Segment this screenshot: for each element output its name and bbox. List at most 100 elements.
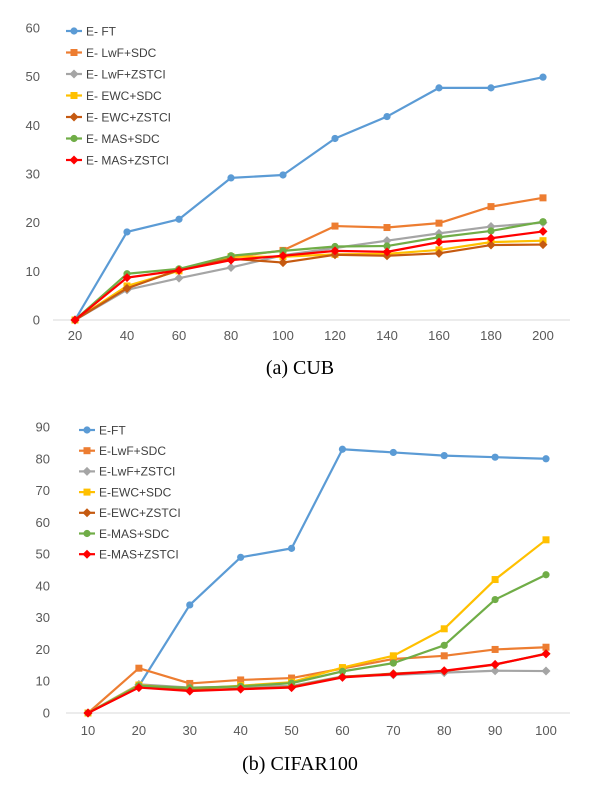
legend-label: E-MAS+ZSTCI: [99, 548, 179, 562]
series-line: [74, 220, 544, 321]
x-tick-label: 90: [488, 723, 502, 738]
data-point: [279, 247, 287, 255]
y-tick-label: 60: [26, 21, 40, 36]
data-point: [278, 258, 288, 268]
data-point: [331, 222, 339, 230]
y-tick-label: 80: [36, 451, 50, 466]
series-line: [74, 76, 544, 321]
legend-label: E-MAS+SDC: [99, 527, 170, 541]
series-line: [87, 652, 547, 714]
chart-a: 0 10 20 30 40 50 60 20 40 60 80 100 120 140 160 180 200 E…: [26, 21, 570, 379]
legend-marker: [83, 529, 91, 538]
data-point: [185, 686, 195, 696]
data-point: [541, 666, 551, 676]
data-point: [135, 664, 143, 672]
data-point: [542, 643, 550, 651]
legend-label: E-FT: [99, 423, 126, 437]
legend-marker: [70, 134, 78, 143]
legend-marker: [83, 447, 91, 455]
x-tick-label: 180: [480, 328, 502, 343]
data-point: [288, 674, 296, 682]
series-e-mas-sdc: [71, 218, 547, 324]
x-tick-label: 100: [535, 723, 557, 738]
data-point: [383, 224, 391, 232]
legend-label: E-LwF+ZSTCI: [99, 465, 175, 479]
data-point: [186, 601, 194, 609]
chart-caption: (a) CUB: [266, 357, 334, 379]
legend: E- FT E- LwF+SDC E- LwF+ZSTCI E- EWC+SDC E- …: [66, 24, 171, 167]
legend-label: E-EWC+SDC: [99, 485, 172, 499]
data-point: [440, 625, 448, 633]
series-e-ft: [71, 73, 547, 324]
legend-marker: [70, 49, 78, 56]
series-e-mas-zstci: [70, 226, 548, 325]
series-line: [87, 573, 547, 714]
x-tick-label: 70: [386, 723, 400, 738]
data-point: [439, 666, 449, 676]
series-line: [74, 243, 544, 321]
data-point: [491, 576, 499, 584]
data-point: [435, 219, 443, 227]
y-tick-label: 30: [26, 167, 40, 182]
data-point: [236, 684, 246, 694]
y-tick-label: 70: [36, 483, 50, 498]
legend: E-FT E-LwF+SDC E-LwF+ZSTCI E-EWC+SDC E-EWC+Z…: [79, 423, 181, 562]
data-point: [383, 112, 391, 121]
data-point: [490, 659, 500, 669]
legend-label: E-EWC+ZSTCI: [99, 506, 181, 520]
data-point: [382, 247, 392, 257]
x-tick-label: 80: [224, 328, 238, 343]
data-point: [122, 273, 132, 283]
x-tick-label: 60: [335, 723, 349, 738]
data-point: [278, 251, 288, 261]
legend-label: E- EWC+ZSTCI: [86, 110, 171, 124]
data-point: [440, 641, 448, 649]
data-point: [330, 246, 340, 256]
x-tick-label: 40: [233, 723, 247, 738]
data-point: [226, 255, 236, 265]
x-tick-label: 160: [428, 328, 450, 343]
x-tick-label: 200: [532, 328, 554, 343]
series-line: [87, 646, 547, 714]
x-tick-label: 120: [324, 328, 346, 343]
legend-marker: [69, 112, 79, 122]
legend-label: E- FT: [86, 24, 117, 38]
data-point: [491, 595, 499, 604]
data-point: [338, 664, 346, 672]
series-line: [74, 230, 544, 321]
legend-marker: [70, 92, 78, 99]
data-point: [491, 645, 499, 653]
y-tick-label: 40: [26, 118, 40, 133]
data-point: [287, 544, 296, 552]
legend-marker: [83, 426, 91, 434]
data-point: [134, 683, 144, 693]
data-point: [70, 315, 80, 325]
y-tick-label: 20: [26, 215, 40, 230]
data-point: [175, 215, 183, 223]
x-tick-label: 20: [132, 723, 146, 738]
x-tick-label: 80: [437, 723, 451, 738]
data-point: [338, 667, 347, 675]
data-point: [542, 455, 550, 463]
legend-marker: [82, 466, 92, 476]
data-point: [237, 676, 245, 684]
data-point: [538, 226, 548, 236]
series-line: [74, 221, 544, 321]
data-point: [237, 553, 245, 561]
data-point: [434, 237, 444, 247]
legend-marker: [83, 488, 91, 496]
data-point: [174, 273, 184, 283]
x-tick-label: 30: [183, 723, 197, 738]
data-point: [331, 134, 339, 143]
chart-b: 0 10 20 30 40 50 60 70 80 90 10 20 30 40 50 60 70 80 90 100…: [36, 420, 570, 775]
data-point: [389, 652, 397, 660]
data-point: [389, 448, 397, 457]
data-point: [541, 649, 551, 659]
data-point: [440, 652, 448, 660]
data-point: [434, 248, 444, 258]
x-tick-label: 40: [120, 328, 134, 343]
data-point: [542, 571, 550, 579]
data-point: [538, 240, 548, 250]
y-tick-label: 10: [26, 264, 40, 279]
y-tick-label: 30: [36, 610, 50, 625]
